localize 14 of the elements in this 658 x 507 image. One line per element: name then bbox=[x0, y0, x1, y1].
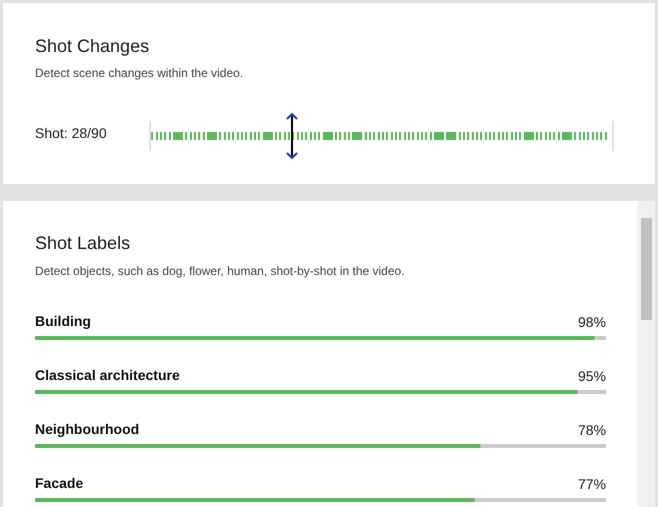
y-tick-label: Building bbox=[35, 313, 91, 329]
chart-subtitle: Detect objects, such as dog, flower, human, shot-by-shot in the video. bbox=[35, 264, 405, 278]
bar bbox=[35, 336, 595, 340]
text: Shot: 28/90 bbox=[35, 125, 107, 141]
text: Shot Changes bbox=[35, 36, 150, 57]
data-label: 78% bbox=[578, 422, 606, 438]
y-tick-label: Facade bbox=[35, 475, 84, 491]
y-tick-label: Neighbourhood bbox=[35, 421, 140, 437]
text: Detect scene changes within the video. bbox=[35, 66, 244, 80]
data-label: 95% bbox=[578, 368, 606, 384]
data-label: 77% bbox=[578, 476, 606, 492]
y-tick-label: Classical architecture bbox=[35, 367, 180, 383]
data-label: 98% bbox=[578, 314, 606, 330]
chart-title: Shot Labels bbox=[35, 233, 130, 254]
